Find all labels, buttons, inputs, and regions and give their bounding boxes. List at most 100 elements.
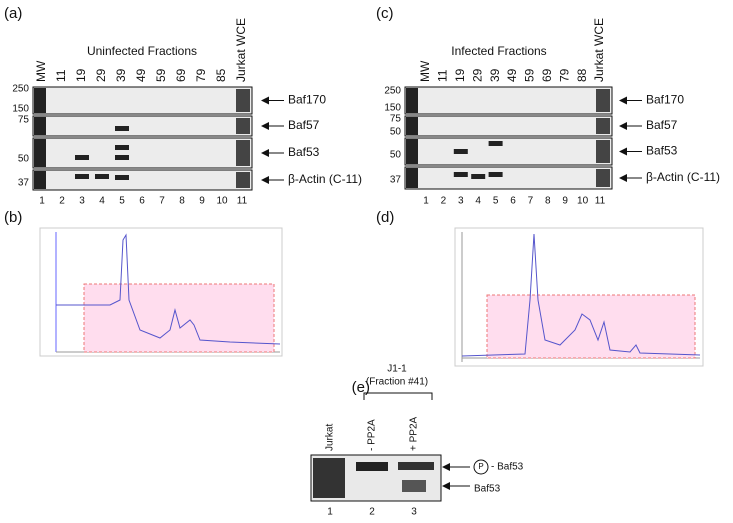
lane-number: 2	[441, 196, 447, 207]
group-label: J1-1	[387, 364, 407, 375]
panel-label: (e)	[352, 379, 370, 396]
band	[115, 155, 129, 160]
mw-lane	[34, 139, 46, 167]
band	[453, 172, 468, 177]
band	[453, 149, 468, 154]
band-label: Baf57	[646, 118, 678, 132]
mw-lane	[34, 88, 46, 113]
lane-number: 5	[119, 196, 125, 207]
lane-header: - PP2A	[367, 419, 378, 451]
lane-header: 69	[174, 68, 188, 82]
mw-lane	[406, 88, 418, 113]
lane-number: 7	[159, 196, 165, 207]
lane-header: 88	[575, 68, 589, 82]
lane-number: 3	[79, 196, 85, 207]
band	[488, 172, 503, 177]
lane-header: 79	[194, 68, 208, 82]
lane-number: 3	[458, 196, 464, 207]
panel-label: (a)	[4, 5, 22, 22]
band	[488, 141, 503, 146]
band-label: Baf57	[288, 118, 320, 132]
mw-lane	[406, 168, 418, 188]
lane-header: 11	[54, 69, 68, 82]
lane-header: 29	[94, 68, 108, 82]
mw-marker: 50	[390, 150, 402, 161]
mw-lane	[406, 117, 418, 135]
lane-header: Jurkat	[325, 424, 336, 451]
wce-lane	[236, 172, 250, 188]
lane-header: 49	[134, 68, 148, 82]
mw-marker: 50	[18, 154, 30, 165]
lane-number: 2	[369, 507, 375, 518]
lane-number: 1	[39, 196, 45, 207]
lane-header: 19	[74, 68, 88, 82]
lane-header: MW	[418, 60, 432, 82]
mw-marker: 75	[390, 114, 402, 125]
blot-strip	[404, 166, 613, 190]
lane-number: 6	[139, 196, 145, 207]
lane-header: + PP2A	[409, 416, 420, 451]
lane-header: Jurkat WCE	[592, 18, 606, 82]
blot-strip	[404, 137, 613, 166]
chromatogram-b	[39, 227, 283, 357]
lane-number: 8	[179, 196, 185, 207]
blot-strip	[32, 169, 253, 191]
band	[75, 155, 89, 160]
lane-number: 9	[199, 196, 205, 207]
lane-number: 3	[411, 507, 417, 518]
lane-number: 4	[99, 196, 105, 207]
mw-marker: 250	[12, 84, 29, 95]
band-label: Baf53	[288, 145, 320, 159]
lane-header: 29	[470, 68, 484, 82]
wce-lane	[596, 118, 610, 134]
band-label: Baf170	[288, 93, 326, 107]
lane-number: 10	[216, 196, 228, 207]
band	[115, 145, 129, 150]
band-label: β-Actin (C-11)	[646, 170, 720, 184]
wce-lane	[236, 89, 250, 112]
wce-lane	[236, 140, 250, 166]
wce-lane	[596, 140, 610, 163]
lane-number: 10	[577, 196, 589, 207]
lane-header: 69	[540, 68, 554, 82]
group-sublabel: (Fraction #41)	[366, 377, 428, 388]
panel-title: Infected Fractions	[451, 44, 546, 58]
lane-number: 2	[59, 196, 65, 207]
lane-number: 6	[510, 196, 516, 207]
panel-label: (b)	[4, 209, 22, 226]
lane-number: 8	[545, 196, 551, 207]
lane-header: 19	[453, 68, 467, 82]
mw-marker: 150	[12, 104, 29, 115]
band	[95, 174, 109, 179]
mw-marker: 250	[384, 86, 401, 97]
chromatogram-d	[454, 227, 704, 367]
lane-number: 1	[327, 507, 333, 518]
lane-header: MW	[34, 60, 48, 82]
mw-marker: 37	[390, 175, 402, 186]
lane-header: Jurkat WCE	[234, 18, 248, 82]
band-label: β-Actin (C-11)	[288, 172, 362, 186]
mw-lane	[406, 139, 418, 164]
band-label: Baf53	[646, 144, 678, 158]
blot-strip	[32, 137, 253, 169]
panel-title: Uninfected Fractions	[87, 44, 197, 58]
mw-marker: 50	[390, 127, 402, 138]
lane-number: 7	[528, 196, 534, 207]
lane-header: 49	[505, 68, 519, 82]
lane-number: 1	[423, 196, 429, 207]
lane-number: 4	[475, 196, 481, 207]
lane-number: 11	[237, 196, 248, 207]
wce-lane	[596, 169, 610, 187]
lane-header: 85	[214, 68, 228, 82]
lane-header: 39	[114, 68, 128, 82]
band-label: Baf170	[646, 93, 684, 107]
mw-lane	[34, 171, 46, 189]
mw-marker: 150	[384, 103, 401, 114]
lane-number: 9	[562, 196, 568, 207]
mw-marker: 37	[18, 178, 30, 189]
lane-header: 79	[557, 68, 571, 82]
mw-lane	[34, 117, 46, 135]
lane-number: 5	[493, 196, 499, 207]
wce-lane	[596, 89, 610, 112]
